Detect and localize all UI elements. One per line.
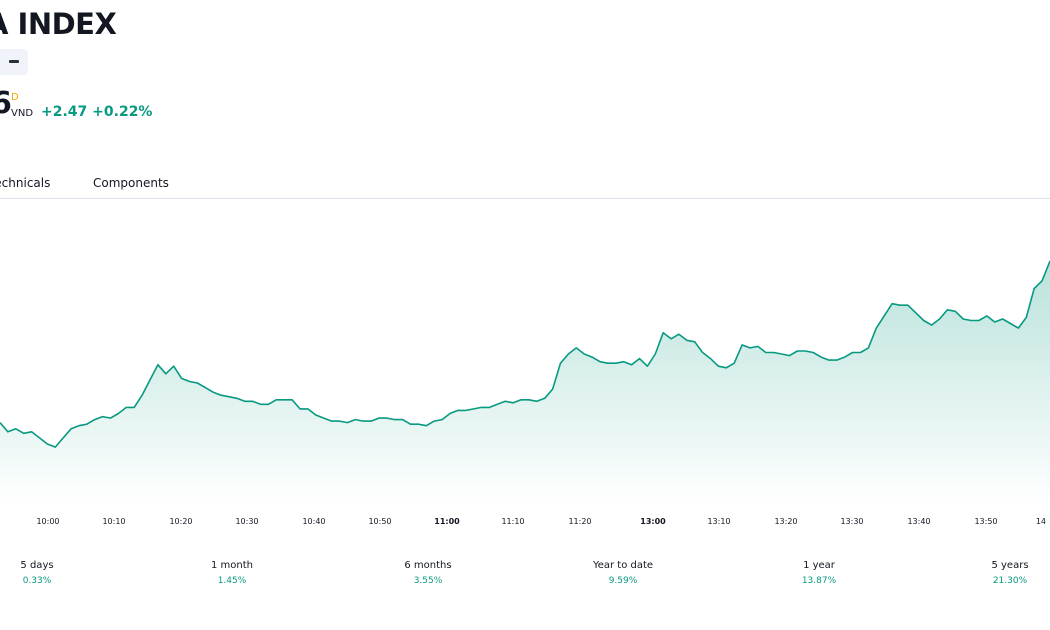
perf-value: 0.33%	[22, 576, 52, 586]
perf-value: 21.30%	[992, 576, 1028, 586]
perf-value: 3.55%	[413, 576, 443, 586]
x-axis: 10:00 10:10 10:20 10:30 10:40 10:50 11:00 11:10…	[36, 517, 1046, 526]
x-tick-label: 10:30	[235, 517, 258, 526]
perf-label: Year to date	[592, 560, 654, 571]
perf-label: 5 years	[991, 560, 1029, 571]
perf-6-months[interactable]: 6 months 3.55%	[393, 559, 463, 588]
change-percent: +0.22%	[92, 104, 153, 120]
perf-year-to-date[interactable]: Year to date 9.59%	[583, 559, 663, 588]
x-tick-label: 13:20	[774, 517, 797, 526]
x-tick-label: 13:10	[707, 517, 730, 526]
change-value: +2.47	[41, 104, 88, 120]
perf-label: 1 year	[803, 560, 835, 571]
x-tick-label: 10:40	[302, 517, 325, 526]
perf-1-month[interactable]: 1 month 1.45%	[197, 559, 267, 588]
collapse-button[interactable]	[0, 49, 28, 75]
tab-components[interactable]: Components	[93, 176, 169, 190]
x-tick-label: 10:00	[36, 517, 59, 526]
x-tick-label: 13:00	[640, 517, 666, 526]
perf-label: 5 days	[20, 560, 54, 571]
perf-value: 13.87%	[801, 576, 837, 586]
currency-label: VND	[11, 108, 34, 119]
x-tick-label: 13:40	[907, 517, 930, 526]
x-tick-label: 13:30	[840, 517, 863, 526]
price-change: +2.47 +0.22%	[41, 103, 152, 121]
performance-strip: 5 days 0.33% 1 month 1.45% 6 months 3.55…	[0, 559, 1050, 599]
perf-value: 1.45%	[217, 576, 247, 586]
chart-area-fill	[0, 261, 1050, 505]
delayed-marker: D	[11, 92, 19, 103]
price-row: 6 D VND +2.47 +0.22%	[0, 86, 400, 122]
tab-bar: Technicals Components	[0, 170, 1050, 199]
x-tick-label: 11:10	[501, 517, 524, 526]
x-tick-label: 14	[1036, 517, 1046, 526]
x-tick-label: 10:10	[102, 517, 125, 526]
perf-label: 1 month	[211, 560, 253, 571]
x-tick-label: 10:50	[368, 517, 391, 526]
perf-5-years[interactable]: 5 years 21.30%	[980, 559, 1040, 588]
tab-technicals[interactable]: Technicals	[0, 176, 51, 190]
price-chart[interactable]: 10:00 10:10 10:20 10:30 10:40 10:50 11:00 11:10…	[0, 200, 1050, 540]
perf-value: 9.59%	[608, 576, 638, 586]
price-value: 6	[0, 86, 12, 121]
x-tick-label: 11:00	[434, 517, 460, 526]
chart-svg[interactable]: 10:00 10:10 10:20 10:30 10:40 10:50 11:00 11:10…	[0, 200, 1050, 540]
perf-1-year[interactable]: 1 year 13.87%	[789, 559, 849, 588]
x-tick-label: 10:20	[169, 517, 192, 526]
x-tick-label: 11:20	[568, 517, 591, 526]
index-title: A INDEX	[0, 7, 117, 41]
x-tick-label: 13:50	[974, 517, 997, 526]
perf-label: 6 months	[404, 560, 452, 571]
minus-icon	[9, 60, 19, 63]
perf-5-days[interactable]: 5 days 0.33%	[12, 559, 62, 588]
chart-series-line	[0, 260, 1050, 448]
